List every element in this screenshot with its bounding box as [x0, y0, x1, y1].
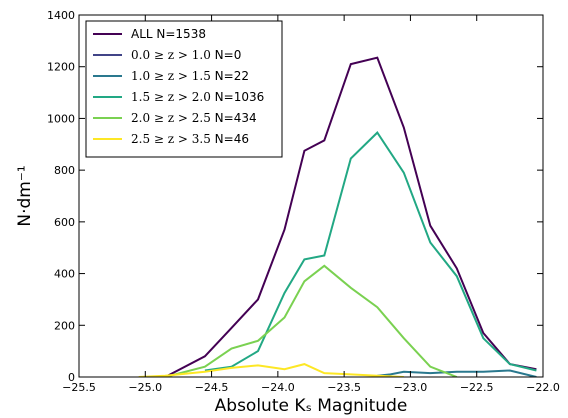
series-line-0 — [164, 56, 537, 377]
y-tick-label: 200 — [54, 319, 75, 332]
y-tick-label: 400 — [54, 268, 75, 281]
x-tick-label: −23.5 — [327, 381, 361, 394]
legend-entry-2: 1.0 ≥ z > 1.5 N=22 — [131, 69, 249, 83]
x-tick-label: −25.5 — [62, 381, 96, 394]
y-tick-label: 1200 — [47, 61, 75, 74]
legend-entry-3: 1.5 ≥ z > 2.0 N=1036 — [131, 90, 264, 104]
series-line-3 — [204, 131, 537, 372]
y-tick-label: 800 — [54, 164, 75, 177]
y-tick-label: 1000 — [47, 112, 75, 125]
x-axis-label: Absolute Kₛ Magnitude — [215, 396, 408, 416]
series-line-4 — [164, 264, 458, 377]
legend-frame — [85, 20, 283, 158]
legend-entry-1: 0.0 ≥ z > 1.0 N=0 — [131, 48, 241, 62]
y-tick-label: 0 — [68, 371, 75, 384]
legend-entry-5: 2.5 ≥ z > 3.5 N=46 — [131, 132, 249, 146]
y-tick-label: 600 — [54, 216, 75, 229]
y-tick-label: 1400 — [47, 9, 75, 22]
x-tick-label: −22.5 — [460, 381, 494, 394]
legend-entry-0: ALL N=1538 — [131, 27, 206, 41]
x-tick-label: −23.0 — [394, 381, 428, 394]
legend: ALL N=1538 0.0 ≥ z > 1.0 N=0 1.0 ≥ z > 1.5… — [85, 20, 283, 158]
x-tick-label: −24.5 — [195, 381, 229, 394]
y-axis-label: N·dm⁻¹ — [15, 165, 35, 226]
plot-frame — [78, 14, 544, 378]
x-tick-label: −25.0 — [128, 381, 162, 394]
legend-entry-4: 2.0 ≥ z > 2.5 N=434 — [131, 111, 257, 125]
x-tick-label: −24.0 — [261, 381, 295, 394]
series-line-5 — [138, 363, 404, 377]
x-tick-label: −22.0 — [526, 381, 560, 394]
